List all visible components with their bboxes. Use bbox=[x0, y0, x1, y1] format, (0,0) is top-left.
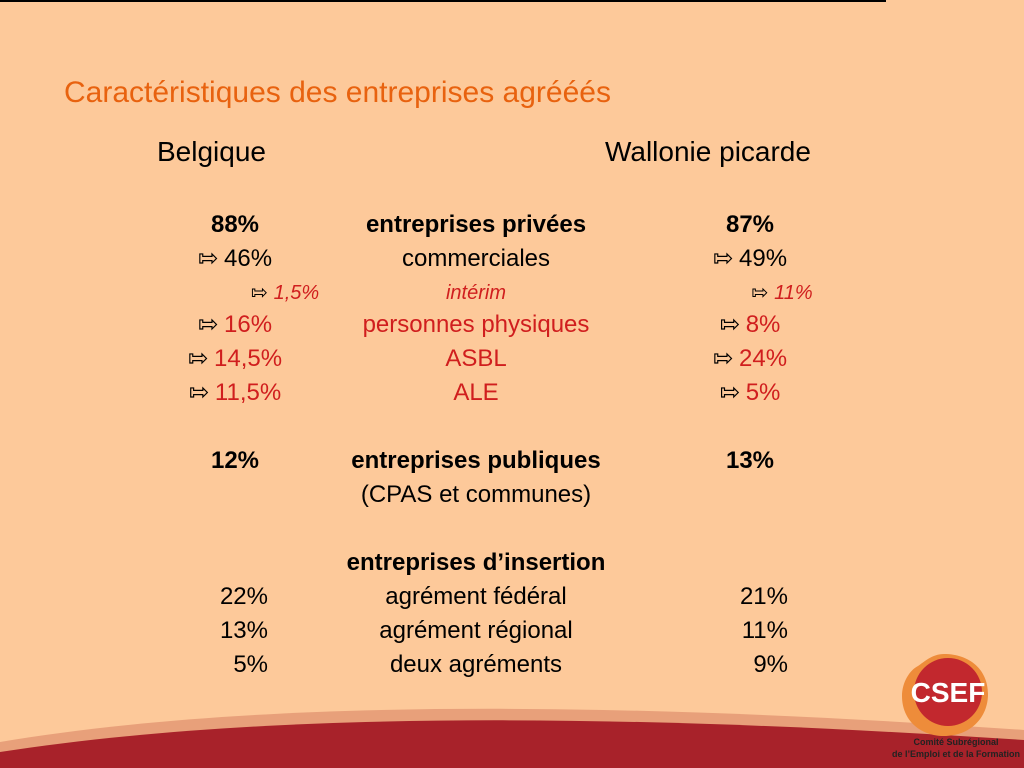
slide-title: Caractéristiques des entreprises agrééés bbox=[64, 76, 611, 109]
table-row: (CPAS et communes) bbox=[0, 478, 1024, 512]
arrow-icon: ⇰ bbox=[712, 345, 734, 372]
cell-text: 49% bbox=[739, 245, 788, 272]
cell-category: entreprises d’insertion bbox=[296, 546, 656, 580]
arrow-icon: ⇰ bbox=[188, 379, 209, 406]
cell-text: 13% bbox=[219, 617, 268, 644]
cell-category: ALE bbox=[296, 376, 656, 410]
header-underline bbox=[0, 0, 886, 2]
cell-wallonie-picarde: 21% bbox=[688, 580, 788, 614]
cell-text: entreprises d’insertion bbox=[346, 549, 606, 576]
cell-belgique: ⇰ 16% bbox=[150, 308, 320, 342]
cell-text: 11% bbox=[774, 282, 813, 304]
cell-text: 14,5% bbox=[214, 345, 283, 372]
csef-logo: CSEF bbox=[902, 654, 988, 736]
cell-text: 12% bbox=[210, 447, 260, 474]
cell-wallonie-picarde: ⇰ 24% bbox=[664, 342, 836, 376]
cell-wallonie-picarde: ⇰ 5% bbox=[664, 376, 836, 410]
arrow-icon: ⇰ bbox=[719, 379, 740, 406]
band-dark-stripe bbox=[0, 720, 1024, 768]
cell-category: deux agréments bbox=[296, 648, 656, 682]
cell-text: 87% bbox=[725, 211, 775, 238]
cell-category: commerciales bbox=[296, 242, 656, 276]
cell-text: entreprises publiques bbox=[351, 447, 601, 474]
cell-belgique: ⇰ 11,5% bbox=[150, 376, 320, 410]
cell-belgique: ⇰ 46% bbox=[150, 242, 320, 276]
cell-wallonie-picarde: 13% bbox=[664, 444, 836, 478]
logo-caption: Comité Subrégional de l’Emploi et de la … bbox=[888, 736, 1024, 760]
cell-text: entreprises privées bbox=[365, 211, 587, 238]
cell-wallonie-picarde: 87% bbox=[664, 208, 836, 242]
cell-category: ASBL bbox=[296, 342, 656, 376]
cell-belgique: 22% bbox=[168, 580, 268, 614]
table-row: entreprises d’insertion bbox=[0, 546, 1024, 580]
cell-text: 9% bbox=[753, 651, 788, 678]
cell-text: 88% bbox=[210, 211, 260, 238]
cell-belgique: 13% bbox=[168, 614, 268, 648]
cell-category: (CPAS et communes) bbox=[296, 478, 656, 512]
arrow-icon: ⇰ bbox=[197, 245, 219, 272]
table-row: 22% agrément fédéral 21% bbox=[0, 580, 1024, 614]
table-row: 13% agrément régional 11% bbox=[0, 614, 1024, 648]
cell-category: entreprises publiques bbox=[296, 444, 656, 478]
logo-caption-line1: Comité Subrégional bbox=[913, 737, 999, 747]
cell-text: 24% bbox=[739, 345, 788, 372]
table-row: ⇰ 16% personnes physiques ⇰ 8% bbox=[0, 308, 1024, 342]
cell-category: entreprises privées bbox=[296, 208, 656, 242]
cell-text: 8% bbox=[745, 311, 781, 338]
arrow-icon: ⇰ bbox=[250, 282, 268, 304]
cell-text: 21% bbox=[739, 583, 788, 610]
cell-text: 5% bbox=[745, 379, 781, 406]
cell-text: 46% bbox=[224, 245, 273, 272]
cell-text: 13% bbox=[725, 447, 775, 474]
cell-text: 5% bbox=[233, 651, 268, 678]
cell-text: commerciales bbox=[401, 245, 551, 272]
cell-text: agrément fédéral bbox=[385, 583, 567, 610]
cell-text: 22% bbox=[219, 583, 268, 610]
arrow-icon: ⇰ bbox=[712, 245, 734, 272]
cell-text: intérim bbox=[445, 282, 506, 304]
band-light-stripe bbox=[0, 708, 1024, 768]
cell-text: 11% bbox=[741, 617, 788, 644]
logo-acronym: CSEF bbox=[911, 677, 986, 708]
table-row: ⇰ 46% commerciales ⇰ 49% bbox=[0, 242, 1024, 276]
cell-text: deux agréments bbox=[389, 651, 563, 678]
cell-category: personnes physiques bbox=[296, 308, 656, 342]
arrow-icon: ⇰ bbox=[187, 345, 209, 372]
cell-belgique: 88% bbox=[150, 208, 320, 242]
cell-wallonie-picarde: ⇰ 11% bbox=[722, 276, 842, 310]
header-wallonie-picarde: Wallonie picarde bbox=[605, 136, 811, 167]
cell-text: 11,5% bbox=[214, 379, 282, 406]
logo-circle bbox=[914, 658, 982, 726]
cell-belgique: 12% bbox=[150, 444, 320, 478]
cell-category: agrément fédéral bbox=[296, 580, 656, 614]
arrow-icon: ⇰ bbox=[197, 311, 219, 338]
cell-text: 16% bbox=[224, 311, 273, 338]
logo-caption-line2: de l’Emploi et de la Formation bbox=[891, 749, 1021, 759]
table-row: 12% entreprises publiques 13% bbox=[0, 444, 1024, 478]
cell-text: personnes physiques bbox=[362, 311, 590, 338]
cell-text: agrément régional bbox=[379, 617, 573, 644]
cell-belgique: ⇰ 14,5% bbox=[150, 342, 320, 376]
cell-text: (CPAS et communes) bbox=[360, 481, 592, 508]
cell-text: ALE bbox=[453, 379, 499, 406]
table-row: 5% deux agréments 9% bbox=[0, 648, 1024, 682]
cell-text: 1,5% bbox=[273, 282, 320, 304]
cell-belgique: ⇰ 1,5% bbox=[200, 276, 370, 310]
cell-text: ASBL bbox=[445, 345, 507, 372]
header-belgique: Belgique bbox=[157, 136, 266, 167]
cell-wallonie-picarde: 9% bbox=[688, 648, 788, 682]
table-row: ⇰ 1,5% intérim ⇰ 11% bbox=[0, 276, 1024, 310]
table-row: ⇰ 14,5% ASBL ⇰ 24% bbox=[0, 342, 1024, 376]
cell-wallonie-picarde: 11% bbox=[688, 614, 788, 648]
arrow-icon: ⇰ bbox=[751, 282, 769, 304]
cell-wallonie-picarde: ⇰ 8% bbox=[664, 308, 836, 342]
table-row: 88% entreprises privées 87% bbox=[0, 208, 1024, 242]
table-row: ⇰ 11,5% ALE ⇰ 5% bbox=[0, 376, 1024, 410]
cell-wallonie-picarde: ⇰ 49% bbox=[664, 242, 836, 276]
cell-category: intérim bbox=[296, 276, 656, 310]
cell-belgique: 5% bbox=[168, 648, 268, 682]
arrow-icon: ⇰ bbox=[719, 311, 740, 338]
cell-category: agrément régional bbox=[296, 614, 656, 648]
